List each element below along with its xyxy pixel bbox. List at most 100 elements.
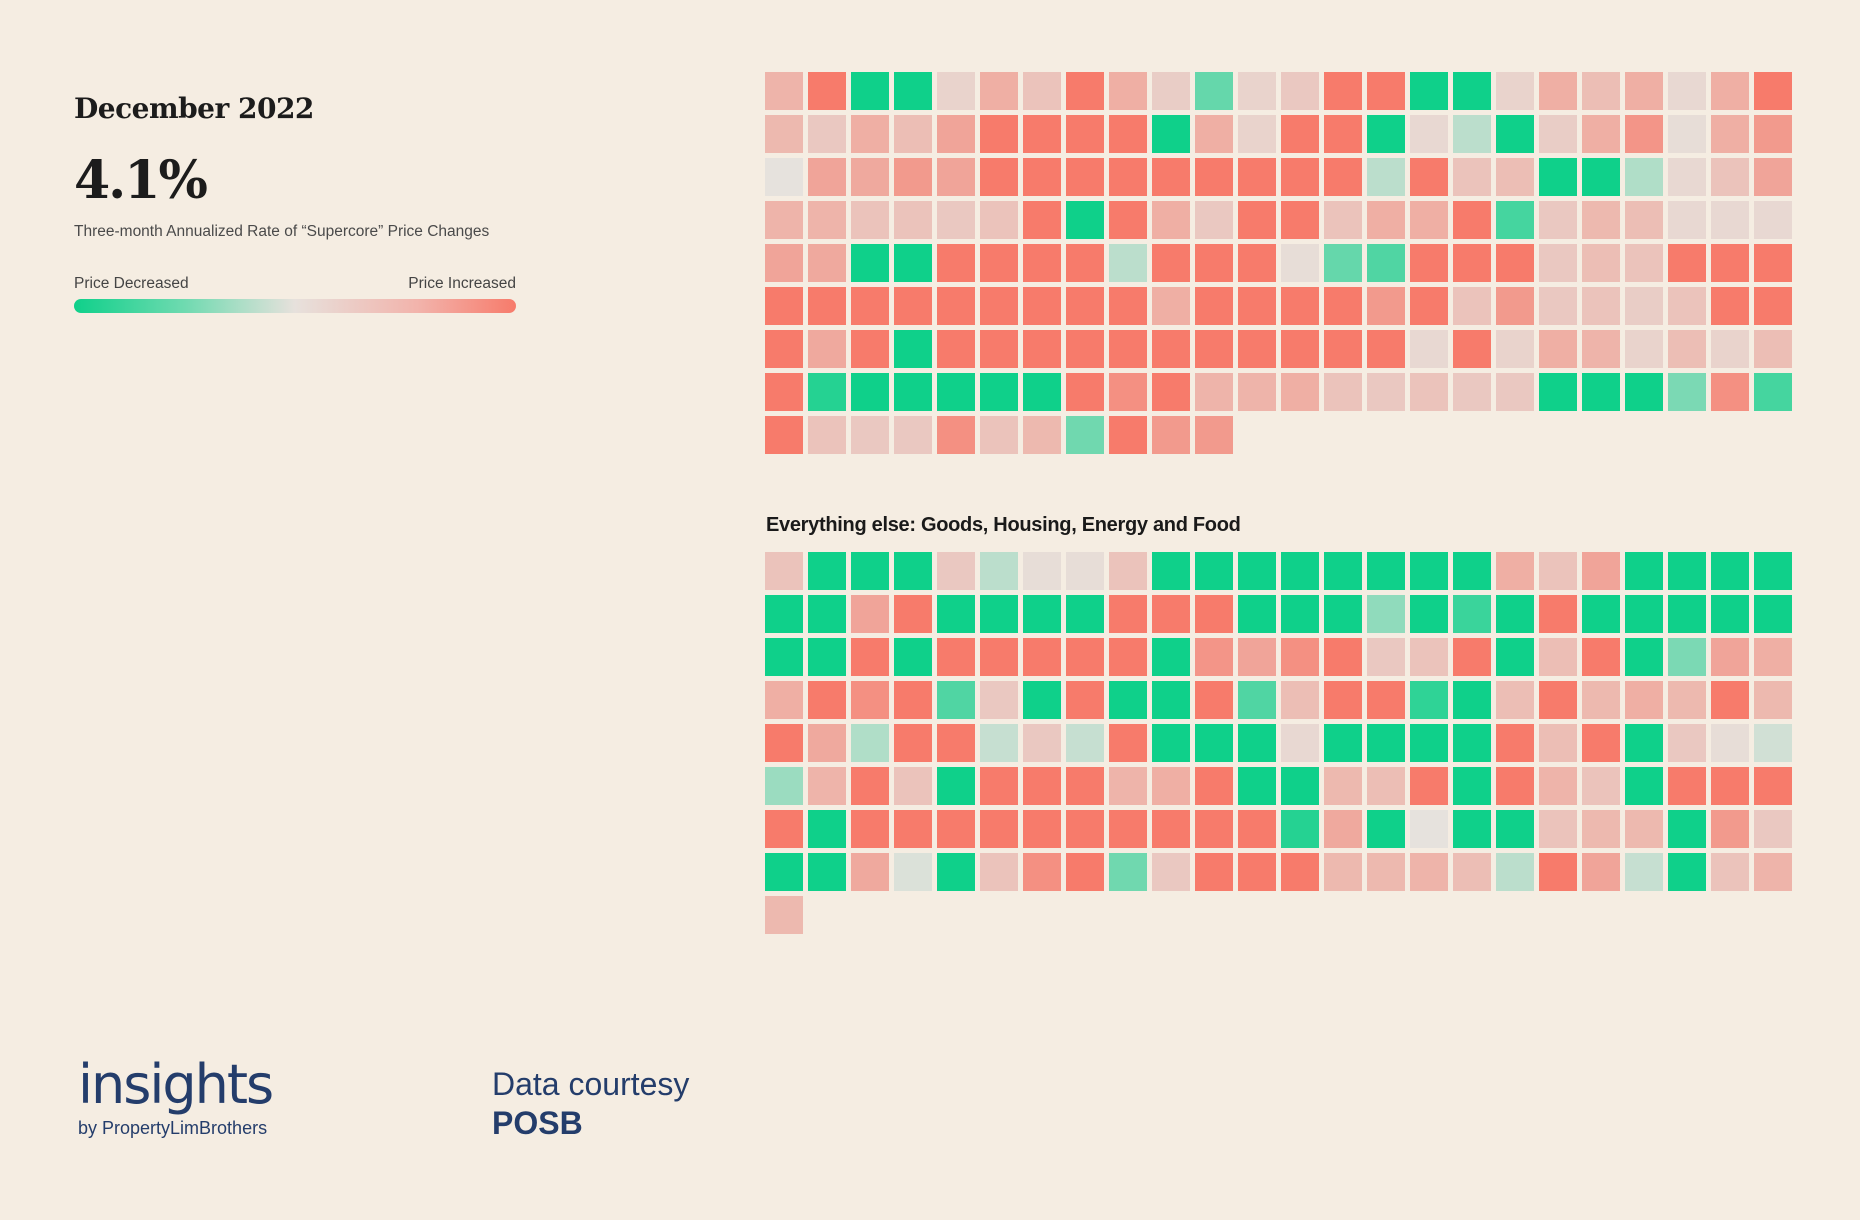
heatmap-cell: [1023, 638, 1061, 676]
heatmap-cell: [1324, 201, 1362, 239]
heatmap-cell: [1453, 201, 1491, 239]
heatmap-cell: [1754, 330, 1792, 368]
heatmap-cell: [808, 552, 846, 590]
heatmap-cell: [937, 810, 975, 848]
heatmap-cell: [1238, 72, 1276, 110]
heatmap-cell: [1582, 330, 1620, 368]
heatmap-cell: [808, 810, 846, 848]
heatmap-cell: [1195, 72, 1233, 110]
heatmap-cell: [851, 72, 889, 110]
heatmap-cell: [980, 810, 1018, 848]
heatmap-cell: [1195, 158, 1233, 196]
heatmap-cell: [1668, 287, 1706, 325]
heatmap-cell: [1625, 767, 1663, 805]
heatmap-cell: [980, 72, 1018, 110]
heatmap-cell: [1195, 552, 1233, 590]
heatmap-cell: [1668, 767, 1706, 805]
heatmap-cell: [1281, 853, 1319, 891]
heatmap-cell: [980, 287, 1018, 325]
heatmap-cell: [1066, 767, 1104, 805]
heatmap-cell: [1496, 287, 1534, 325]
heatmap-cell: [1152, 72, 1190, 110]
heatmap-cell: [937, 552, 975, 590]
heatmap-cell: [937, 158, 975, 196]
heatmap-cell: [1453, 638, 1491, 676]
heatmap-cell: [1066, 552, 1104, 590]
heatmap-cell: [1625, 158, 1663, 196]
heatmap-cell: [980, 595, 1018, 633]
heatmap-cell: [1238, 201, 1276, 239]
heatmap-cell: [1410, 115, 1448, 153]
heatmap-cell: [1754, 767, 1792, 805]
heatmap-cell: [1539, 767, 1577, 805]
heatmap-cell: [1668, 595, 1706, 633]
heatmap-cell: [1109, 595, 1147, 633]
heatmap-cell: [1754, 72, 1792, 110]
heatmap-cell: [980, 724, 1018, 762]
heatmap-cell: [1023, 115, 1061, 153]
heatmap-cell: [808, 330, 846, 368]
heatmap-cell: [1668, 115, 1706, 153]
heatmap-cell: [1539, 724, 1577, 762]
heatmap-cell: [1754, 244, 1792, 282]
heatmap-cell: [1625, 72, 1663, 110]
heatmap-cell: [1238, 287, 1276, 325]
heatmap-cell: [851, 287, 889, 325]
heatmap-cell: [1711, 72, 1749, 110]
heatmap-cell: [1238, 595, 1276, 633]
heatmap-cell: [1238, 330, 1276, 368]
heatmap-cell: [1367, 373, 1405, 411]
heatmap-cell: [894, 244, 932, 282]
heatmap-cell: [1711, 115, 1749, 153]
heatmap-cell: [1582, 724, 1620, 762]
heatmap-cell: [1152, 767, 1190, 805]
heatmap-cell: [765, 244, 803, 282]
heatmap-cell: [1410, 638, 1448, 676]
heatmap-cell: [1152, 810, 1190, 848]
heatmap-cell: [1281, 681, 1319, 719]
heatmap-cell: [937, 853, 975, 891]
legend-high-label: Price Increased: [408, 275, 516, 292]
heatmap-cell: [1023, 724, 1061, 762]
heatmap-cell: [851, 373, 889, 411]
heatmap-cell: [851, 201, 889, 239]
heatmap-cell: [894, 681, 932, 719]
heatmap-cell: [1711, 853, 1749, 891]
heatmap-cell: [1582, 115, 1620, 153]
heatmap-2-title: Everything else: Goods, Housing, Energy …: [766, 514, 1241, 536]
heatmap-cell: [1281, 244, 1319, 282]
heatmap-cell: [1410, 724, 1448, 762]
heatmap-cell: [1453, 158, 1491, 196]
heatmap-cell: [1582, 552, 1620, 590]
heatmap-cell: [1539, 201, 1577, 239]
heatmap-cell: [1754, 373, 1792, 411]
heatmap-cell: [765, 853, 803, 891]
heatmap-cell: [937, 595, 975, 633]
heatmap-cell: [1195, 681, 1233, 719]
heatmap-cell: [1453, 330, 1491, 368]
heatmap-cell: [1410, 853, 1448, 891]
heatmap-cell: [1453, 244, 1491, 282]
heatmap-cell: [1410, 201, 1448, 239]
heatmap-cell: [1453, 595, 1491, 633]
heatmap-cell: [1367, 638, 1405, 676]
heatmap-cell: [1367, 810, 1405, 848]
heatmap-cell: [1539, 72, 1577, 110]
heatmap-cell: [1496, 853, 1534, 891]
heatmap-cell: [980, 201, 1018, 239]
heatmap-cell: [1238, 853, 1276, 891]
heatmap-cell: [1367, 287, 1405, 325]
heatmap-cell: [1066, 853, 1104, 891]
legend-low-label: Price Decreased: [74, 275, 189, 292]
heatmap-cell: [765, 416, 803, 454]
heatmap-cell: [1195, 595, 1233, 633]
heatmap-cell: [1668, 158, 1706, 196]
heatmap-cell: [1496, 724, 1534, 762]
heatmap-cell: [1367, 330, 1405, 368]
heatmap-cell: [1754, 853, 1792, 891]
heatmap-cell: [1195, 638, 1233, 676]
heatmap-cell: [1281, 158, 1319, 196]
heatmap-cell: [1109, 373, 1147, 411]
heatmap-cell: [1668, 681, 1706, 719]
heatmap-cell: [1496, 767, 1534, 805]
